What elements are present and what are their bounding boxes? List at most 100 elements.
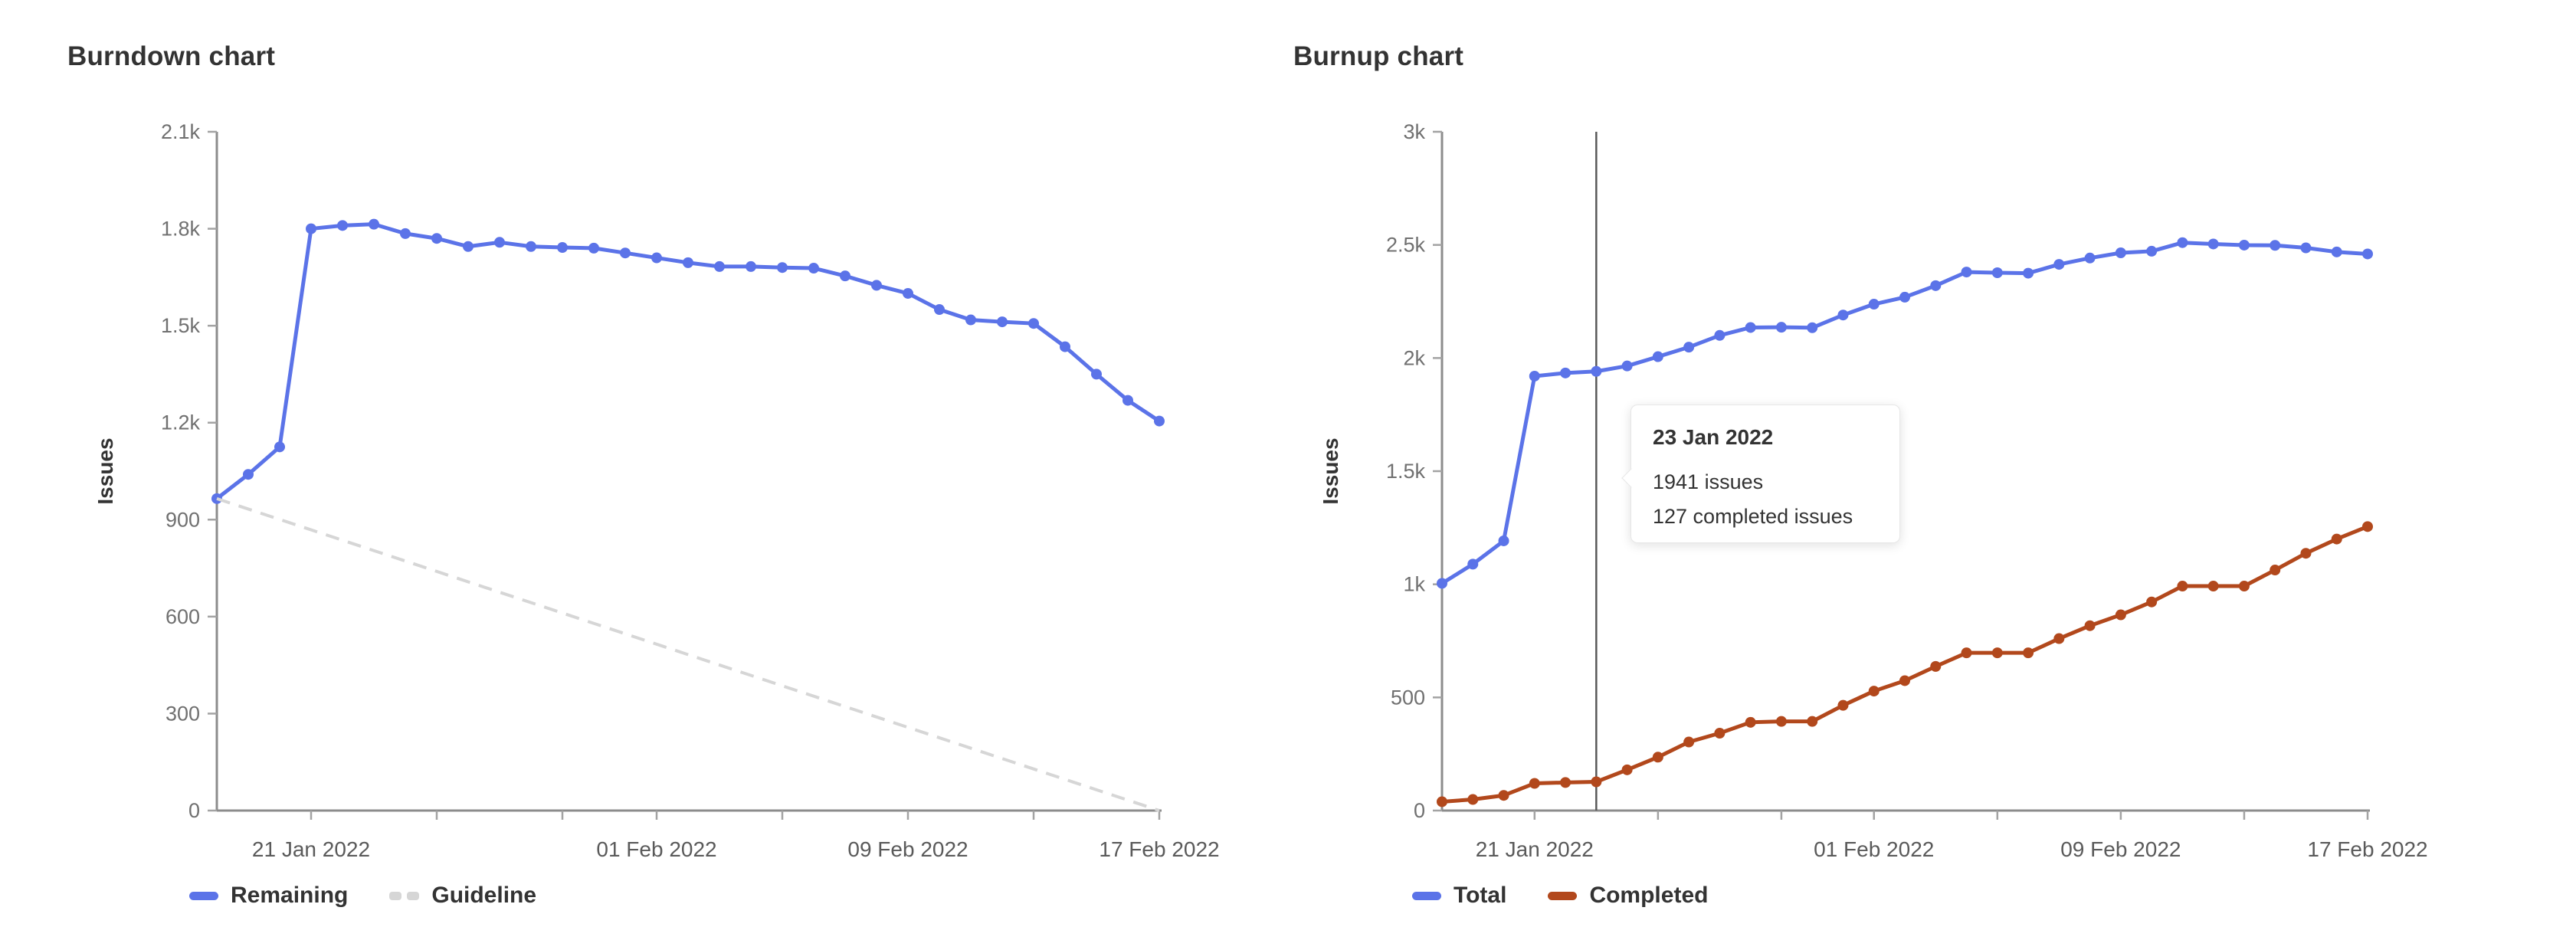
series-total-point[interactable]: [1775, 322, 1787, 333]
series-total-point[interactable]: [2270, 240, 2281, 251]
series-completed-line[interactable]: [1440, 524, 2370, 804]
series-remaining-point[interactable]: [1091, 369, 1102, 380]
series-total-point[interactable]: [1498, 535, 1509, 546]
series-remaining-point[interactable]: [400, 228, 411, 239]
series-guideline-line[interactable]: [216, 496, 1160, 812]
series-completed-point[interactable]: [2115, 609, 2126, 621]
series-remaining-point[interactable]: [683, 257, 693, 268]
burnup-chart-plot[interactable]: 0 500 1k 1.5k 2k 2.5k 3k 21 Jan 2022 01 Feb 2022…: [1272, 31, 2574, 873]
series-total-point[interactable]: [2300, 242, 2312, 254]
series-completed-point[interactable]: [2362, 521, 2373, 532]
series-remaining-point[interactable]: [746, 260, 756, 272]
series-completed-point[interactable]: [1930, 660, 1942, 672]
series-remaining-point[interactable]: [808, 263, 819, 274]
series-total-point[interactable]: [2115, 247, 2126, 259]
series-total-point[interactable]: [1714, 329, 1726, 341]
series-remaining-point[interactable]: [620, 247, 631, 259]
series-completed-point[interactable]: [1467, 794, 1479, 805]
series-remaining-point[interactable]: [463, 241, 474, 252]
series-remaining-point[interactable]: [1154, 415, 1165, 427]
series-total-point[interactable]: [2084, 252, 2096, 264]
series-total-point[interactable]: [1899, 291, 1910, 303]
series-completed-point[interactable]: [2177, 581, 2188, 592]
series-remaining-point[interactable]: [651, 252, 662, 264]
series-completed-point[interactable]: [2207, 581, 2219, 592]
series-completed-point[interactable]: [1652, 752, 1663, 763]
series-remaining-point[interactable]: [431, 233, 442, 244]
series-completed-point[interactable]: [1961, 647, 1972, 659]
series-remaining-point[interactable]: [777, 262, 788, 274]
series-completed-point[interactable]: [2270, 565, 2281, 576]
series-remaining-point[interactable]: [557, 242, 568, 254]
series-completed-point[interactable]: [1437, 796, 1447, 807]
series-remaining-point[interactable]: [965, 314, 976, 326]
series-total-point[interactable]: [1837, 310, 1849, 321]
series-remaining-point[interactable]: [243, 469, 254, 480]
series-remaining-point[interactable]: [903, 287, 913, 299]
series-remaining-point[interactable]: [840, 270, 850, 282]
series-total-point[interactable]: [1652, 351, 1663, 362]
series-total-point[interactable]: [2023, 267, 2034, 279]
series-remaining-point[interactable]: [997, 316, 1008, 328]
series-completed-point[interactable]: [1899, 675, 1910, 686]
series-remaining-point[interactable]: [1028, 318, 1039, 329]
series-completed-point[interactable]: [2084, 620, 2096, 631]
series-remaining-point[interactable]: [526, 241, 536, 252]
series-completed-point[interactable]: [2238, 581, 2250, 592]
series-total-point[interactable]: [2238, 239, 2250, 251]
series-total-point[interactable]: [1591, 365, 1602, 377]
series-completed-point[interactable]: [1745, 716, 1756, 728]
series-total-point[interactable]: [1745, 322, 1756, 333]
legend-item-remaining[interactable]: Remaining: [189, 883, 348, 909]
series-total-point[interactable]: [1868, 299, 1880, 310]
series-completed-point[interactable]: [2053, 633, 2065, 644]
series-total-point[interactable]: [1683, 342, 1695, 353]
series-completed-point[interactable]: [1591, 776, 1602, 788]
series-remaining-point[interactable]: [274, 441, 285, 453]
series-total-point[interactable]: [2053, 259, 2065, 270]
series-completed-point[interactable]: [1837, 699, 1849, 711]
series-total-point[interactable]: [2146, 245, 2158, 257]
series-total-point[interactable]: [1930, 280, 1942, 291]
series-completed-point[interactable]: [1991, 647, 2003, 659]
series-completed-point[interactable]: [1560, 777, 1571, 788]
series-remaining-point[interactable]: [588, 242, 599, 254]
series-total-point[interactable]: [1467, 558, 1479, 570]
series-completed-point[interactable]: [2300, 548, 2312, 559]
series-remaining-point[interactable]: [871, 280, 882, 291]
series-remaining-point[interactable]: [306, 223, 316, 234]
series-remaining-point[interactable]: [1060, 341, 1070, 352]
series-total-point[interactable]: [2177, 237, 2188, 248]
series-total-point[interactable]: [1560, 367, 1571, 378]
series-completed-point[interactable]: [1868, 686, 1880, 697]
series-completed-point[interactable]: [2146, 596, 2158, 608]
series-remaining-point[interactable]: [494, 237, 505, 248]
burndown-chart-plot[interactable]: 0 300 600 900 1.2k 1.5k 1.8k 2.1k 21 Jan 2022 01 …: [46, 31, 1257, 873]
series-remaining-point[interactable]: [934, 304, 945, 316]
series-completed-point[interactable]: [1529, 778, 1540, 789]
series-total-point[interactable]: [1621, 360, 1633, 372]
series-total-point[interactable]: [2331, 246, 2342, 257]
series-remaining-point[interactable]: [337, 220, 348, 231]
series-remaining-point[interactable]: [369, 218, 379, 230]
series-completed-point[interactable]: [2331, 533, 2342, 545]
legend-item-total[interactable]: Total: [1412, 883, 1506, 909]
series-completed-point[interactable]: [2023, 647, 2034, 659]
series-completed-point[interactable]: [1714, 727, 1726, 739]
series-completed-point[interactable]: [1775, 716, 1787, 727]
series-remaining-point[interactable]: [714, 260, 725, 272]
series-total-point[interactable]: [1991, 267, 2003, 278]
series-total-point[interactable]: [1529, 370, 1540, 382]
series-completed-point[interactable]: [1683, 736, 1695, 748]
series-total-point[interactable]: [1961, 267, 1972, 278]
series-completed-point[interactable]: [1807, 716, 1818, 727]
series-total-point[interactable]: [1437, 578, 1447, 589]
series-completed-point[interactable]: [1621, 764, 1633, 775]
series-total-point[interactable]: [1807, 322, 1818, 333]
legend-item-completed[interactable]: Completed: [1548, 883, 1708, 909]
series-remaining-point[interactable]: [1122, 395, 1133, 406]
series-completed-point[interactable]: [1498, 790, 1509, 801]
legend-item-guideline[interactable]: Guideline: [389, 883, 536, 909]
series-total-point[interactable]: [2207, 238, 2219, 250]
series-total-point[interactable]: [2362, 248, 2373, 260]
